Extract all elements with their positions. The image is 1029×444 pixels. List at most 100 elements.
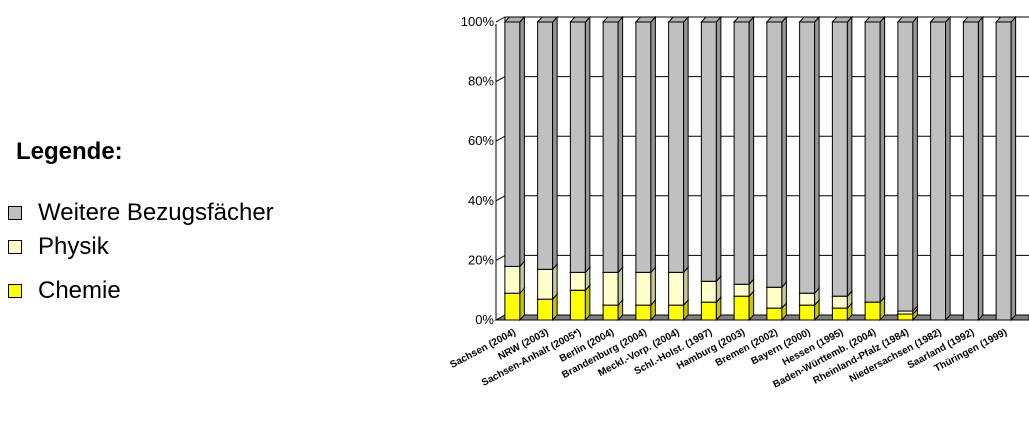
y-tick-label: 40% [468,193,494,208]
bar-segment-physik [504,265,521,294]
bar-segment-side [683,15,689,274]
bar-segment-top [700,16,722,23]
wall-tick-line [495,254,506,261]
bar-segment-weitere-bezugsf-cher [733,21,750,285]
bar-segment-physik [635,271,652,306]
bar-segment-top [733,16,755,23]
bar-segment-chemie [897,313,914,321]
bar-segment-physik [668,271,685,306]
bar-segment-side [617,15,624,274]
bar-segment-weitere-bezugsf-cher [897,21,914,312]
legend-swatch-weitere [8,206,22,220]
bar-segment-chemie [537,298,554,321]
bar-segment-side [912,15,918,313]
bar-segment-weitere-bezugsf-cher [700,21,717,282]
bar-segment-physik [602,271,619,306]
bar-segment-side [977,15,984,322]
bar-segment-physik [700,280,717,303]
bar-segment-side [781,15,787,289]
bar-segment-side [584,15,591,274]
bar-segment-weitere-bezugsf-cher [668,21,685,273]
bar-segment-top [896,16,919,23]
bar-segment-chemie [504,292,521,321]
legend-label-chemie: Chemie [38,277,121,304]
bar-segment-weitere-bezugsf-cher [537,21,554,270]
bar-segment-physik [569,271,586,291]
legend-swatch-physik [8,240,22,254]
bar-segment-side [552,15,558,271]
bar-segment-side [846,15,853,298]
legend-label-physik: Physik [38,233,109,260]
bar-segment-weitere-bezugsf-cher [930,21,947,321]
bar-segment-chemie [831,307,848,321]
bar-segment-side [617,266,624,307]
bar-segment-weitere-bezugsf-cher [569,21,586,273]
bar-segment-weitere-bezugsf-cher [635,21,652,273]
bar-segment-top [798,16,821,23]
bar-segment-side [879,15,886,304]
y-tick-label: 60% [468,133,494,148]
bar-segment-side [814,15,820,295]
bar-segment-side [683,266,689,307]
bar-segment-weitere-bezugsf-cher [504,21,521,267]
bar-segment-side [748,15,755,286]
bar-segment-side [584,283,591,322]
bar-segment-top [536,16,559,23]
legend-swatch-chemie [8,284,22,298]
bar-segment-physik [537,268,554,300]
wall-tick-line [495,195,506,202]
legend: Legende: Weitere Bezugsfächer Physik Che… [0,0,420,444]
wall-tick-line [495,76,506,83]
legend-item-weitere: Weitere Bezugsfächer [8,196,274,230]
legend-title: Legende: [16,138,123,165]
bar-segment-side [945,15,951,322]
bar-segment-chemie [635,304,652,321]
bar-segment-weitere-bezugsf-cher [766,21,783,288]
bar-segment-top [995,16,1017,23]
legend-label-weitere: Weitere Bezugsfächer [38,199,274,226]
bar-segment-physik [766,286,783,309]
bar-segment-side [650,266,656,307]
wall-tick-line [495,135,506,142]
bar-segment-top [602,16,624,23]
bar-segment-top [831,16,853,23]
bar-segment-physik [831,295,848,309]
bar-segment-chemie [668,304,685,321]
bar-segment-side [1010,15,1017,322]
bar-segment-top [503,16,526,23]
bar-segment-physik [799,292,816,306]
bar-segment-chemie [864,301,881,321]
legend-item-physik: Physik [8,230,109,264]
bar-segment-weitere-bezugsf-cher [602,21,619,273]
bar-segment-physik [733,283,750,297]
chart-floor [494,314,1029,321]
bar-segment-top [864,16,886,23]
bar-segment-chemie [799,304,816,321]
bar-segment-top [765,16,788,23]
bar-segment-weitere-bezugsf-cher [995,21,1012,321]
bar-segment-top [634,16,657,23]
bar-segment-side [519,15,525,268]
bar-segment-side [715,15,722,283]
bar-segment-chemie [700,301,717,321]
bar-segment-chemie [733,295,750,321]
y-tick-label: 80% [468,74,494,89]
bar-segment-weitere-bezugsf-cher [962,21,979,321]
wall-tick-line [495,16,506,23]
bar-segment-chemie [766,307,783,321]
y-tick-label: 0% [475,312,494,327]
bar-segment-weitere-bezugsf-cher [799,21,816,294]
bar-segment-top [569,16,591,23]
y-tick-label: 100% [461,14,495,29]
bar-segment-chemie [569,289,586,321]
bar-segment-chemie [602,304,619,321]
bar-segment-side [650,15,656,274]
bar-segment-top [962,16,984,23]
bar-segment-top [929,16,952,23]
y-tick-label: 20% [468,252,494,267]
bar-segment-weitere-bezugsf-cher [831,21,848,297]
legend-item-chemie: Chemie [8,274,121,308]
bar-segment-side [552,263,558,301]
bar-segment-top [667,16,690,23]
